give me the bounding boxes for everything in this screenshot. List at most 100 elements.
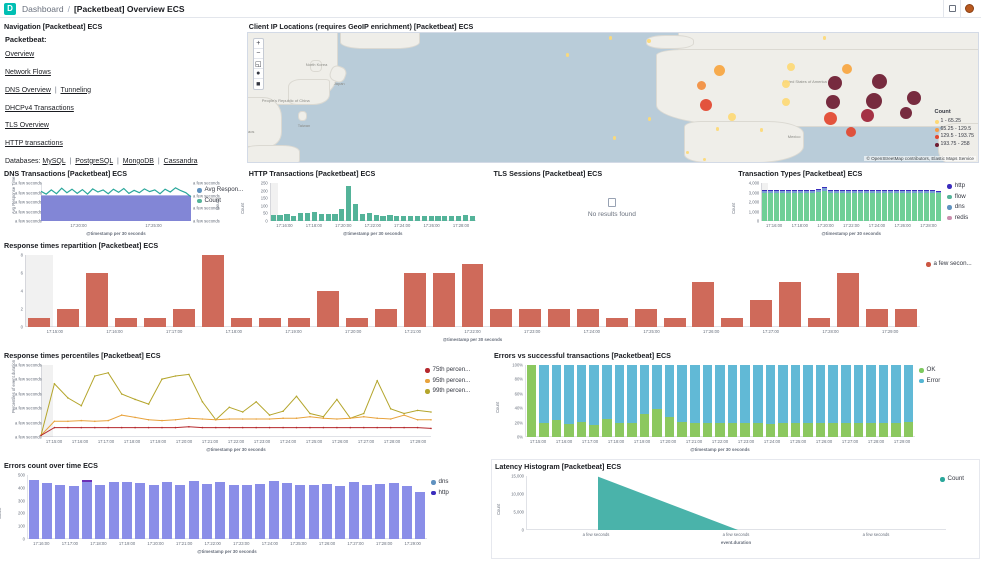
bar[interactable] (929, 193, 935, 221)
bar[interactable] (215, 482, 226, 539)
bar[interactable] (332, 214, 338, 221)
bar[interactable] (702, 365, 713, 423)
zoom-in-icon[interactable]: + (253, 39, 263, 49)
bar[interactable] (401, 486, 413, 539)
bar[interactable] (28, 318, 51, 327)
nav-link-mysql[interactable]: MySQL (42, 157, 66, 165)
nav-link-overview[interactable]: Overview (5, 51, 35, 59)
legend-item[interactable]: http (947, 181, 968, 192)
bar[interactable] (539, 365, 549, 423)
bar[interactable] (923, 190, 929, 194)
map-point[interactable] (899, 107, 912, 119)
bar[interactable] (791, 190, 797, 193)
bar[interactable] (752, 422, 763, 437)
bar[interactable] (779, 282, 802, 327)
bar[interactable] (715, 365, 725, 423)
bar[interactable] (308, 484, 319, 539)
bar[interactable] (863, 190, 869, 193)
bar[interactable] (773, 190, 779, 194)
bar[interactable] (526, 365, 537, 437)
bar[interactable] (827, 192, 833, 221)
bar[interactable] (740, 422, 750, 437)
nav-link-http-transactions[interactable]: HTTP transactions (5, 140, 63, 147)
bar[interactable] (923, 193, 929, 221)
nav-link-mongodb[interactable]: MongoDB (122, 157, 154, 165)
bar[interactable] (627, 365, 637, 423)
bar[interactable] (361, 484, 373, 539)
legend-item[interactable]: 95th percen... (425, 376, 470, 387)
bar[interactable] (790, 423, 801, 437)
nav-link-tunneling[interactable]: Tunneling (60, 86, 92, 94)
bar[interactable] (851, 190, 857, 193)
map-controls[interactable]: + − ◱ ● ■ (252, 38, 264, 90)
bar[interactable] (765, 424, 776, 437)
bar[interactable] (241, 484, 253, 539)
bar[interactable] (807, 318, 830, 327)
bar[interactable] (761, 190, 767, 193)
bar[interactable] (435, 215, 441, 221)
bar[interactable] (836, 273, 859, 327)
bar[interactable] (797, 193, 803, 221)
bar[interactable] (401, 215, 407, 221)
bar[interactable] (845, 190, 851, 194)
bar[interactable] (359, 213, 366, 221)
bar[interactable] (115, 318, 137, 327)
bar[interactable] (917, 190, 923, 193)
bar[interactable] (875, 190, 881, 194)
bar[interactable] (539, 422, 549, 437)
bar[interactable] (803, 422, 813, 437)
bar[interactable] (677, 365, 688, 422)
bar[interactable] (135, 482, 146, 539)
geo-map[interactable]: People's Republic of China Japan North K… (246, 32, 979, 163)
bar[interactable] (407, 215, 414, 221)
bar[interactable] (702, 422, 713, 437)
bar[interactable] (469, 216, 475, 221)
bar[interactable] (761, 192, 767, 221)
square-tool-icon[interactable]: ■ (256, 80, 261, 88)
bar[interactable] (866, 422, 876, 437)
bar[interactable] (321, 483, 333, 539)
legend-item[interactable]: http (431, 488, 449, 499)
bar[interactable] (634, 309, 657, 327)
zoom-out-icon[interactable]: − (253, 49, 263, 59)
bar[interactable] (375, 483, 386, 539)
bar[interactable] (652, 365, 662, 409)
legend-item[interactable]: OK (919, 365, 940, 376)
bar[interactable] (652, 408, 662, 437)
bar[interactable] (809, 189, 815, 193)
bar[interactable] (773, 193, 779, 221)
bar[interactable] (750, 300, 773, 327)
bar[interactable] (348, 482, 359, 539)
map-point[interactable] (612, 136, 617, 140)
bar[interactable] (803, 192, 809, 221)
bar[interactable] (201, 255, 224, 327)
bar[interactable] (828, 365, 838, 424)
legend-item[interactable]: 99th percen... (425, 386, 470, 397)
bar[interactable] (564, 365, 574, 425)
bar[interactable] (388, 482, 399, 539)
bar[interactable] (175, 485, 186, 539)
map-point[interactable] (906, 91, 921, 105)
bar[interactable] (821, 187, 827, 192)
bar[interactable] (841, 423, 851, 437)
bar[interactable] (335, 485, 346, 539)
nav-link-dns-overview[interactable]: DNS Overview (5, 86, 51, 94)
bar[interactable] (449, 215, 455, 221)
bar[interactable] (172, 309, 195, 327)
bar[interactable] (779, 190, 785, 194)
bar[interactable] (255, 483, 266, 539)
map-point[interactable] (647, 117, 652, 121)
bar[interactable] (905, 193, 911, 221)
map-point[interactable] (759, 128, 764, 132)
bar[interactable] (95, 484, 106, 539)
bar[interactable] (881, 190, 887, 193)
bar[interactable] (298, 213, 304, 221)
nav-link-postgresql[interactable]: PostgreSQL (75, 157, 114, 165)
bar[interactable] (865, 309, 888, 327)
bar[interactable] (785, 190, 791, 193)
bar[interactable] (291, 215, 297, 221)
bar[interactable] (317, 291, 340, 327)
map-point[interactable] (608, 36, 613, 40)
bar[interactable] (230, 318, 253, 327)
bar[interactable] (887, 193, 893, 221)
